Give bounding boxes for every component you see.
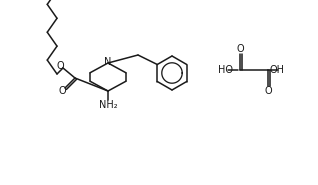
Text: O: O: [56, 61, 64, 71]
Text: HO: HO: [218, 65, 233, 75]
Text: O: O: [58, 86, 66, 96]
Text: NH₂: NH₂: [99, 100, 117, 110]
Text: OH: OH: [270, 65, 285, 75]
Text: O: O: [236, 44, 244, 54]
Text: O: O: [264, 86, 272, 96]
Text: N: N: [104, 56, 112, 66]
